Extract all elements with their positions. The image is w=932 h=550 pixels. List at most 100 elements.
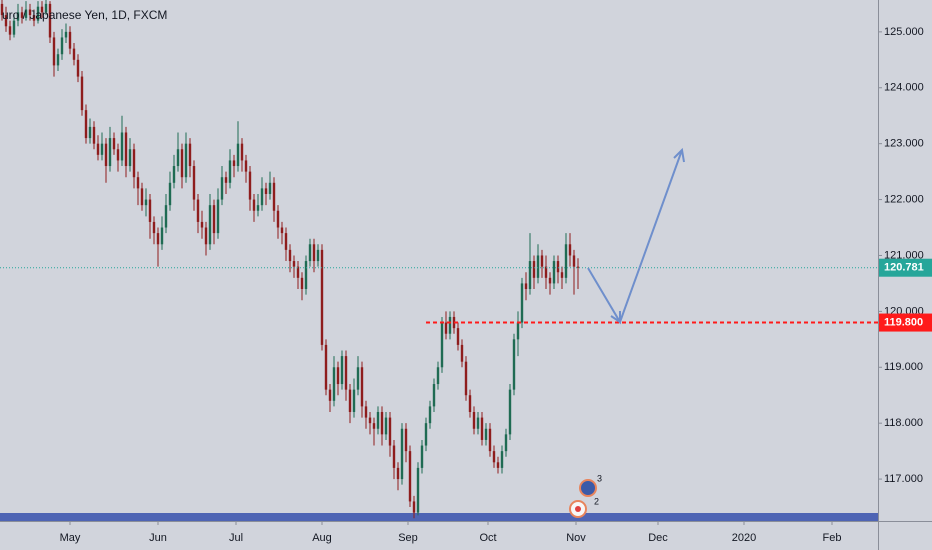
- candle-body: [324, 344, 328, 390]
- candle-body: [264, 188, 268, 194]
- candle-body: [396, 467, 400, 480]
- candle-body: [196, 199, 200, 222]
- y-tick-label: 125.000: [884, 26, 924, 38]
- candle-body: [64, 31, 68, 38]
- candle-body: [76, 59, 80, 77]
- candle-body: [252, 199, 256, 211]
- arrow-drawing: [587, 147, 685, 325]
- candle-body: [568, 244, 572, 256]
- candle-body: [24, 9, 28, 18]
- candle-body: [164, 205, 168, 228]
- x-tick-label: Nov: [566, 532, 586, 544]
- candle-body: [56, 54, 60, 66]
- candle-body: [304, 261, 308, 290]
- candle-body: [308, 244, 312, 262]
- candle-body: [192, 166, 196, 200]
- candle-body: [356, 367, 360, 390]
- candle-body: [240, 143, 244, 161]
- candle-body: [148, 199, 152, 222]
- candle-body: [344, 356, 348, 390]
- candle-body: [536, 255, 540, 278]
- candle-body: [268, 182, 272, 194]
- candle-body: [508, 389, 512, 435]
- candle-body: [216, 199, 220, 234]
- candle-body: [516, 322, 520, 340]
- candle-body: [520, 283, 524, 323]
- candle-body: [256, 205, 260, 211]
- candle-body: [388, 417, 392, 446]
- candle-body: [232, 160, 236, 167]
- candle-body: [8, 26, 12, 35]
- candle-body: [496, 462, 500, 468]
- candle-body: [368, 417, 372, 424]
- candle-body: [472, 411, 476, 429]
- candle-body: [460, 344, 464, 362]
- candle-body: [124, 132, 128, 167]
- candle-body: [188, 143, 192, 167]
- candle-body: [132, 149, 136, 178]
- candle-body: [464, 361, 468, 396]
- candle-body: [52, 37, 56, 66]
- x-tick-label: Dec: [648, 532, 668, 544]
- y-tick-label: 123.000: [884, 138, 924, 150]
- candle-body: [116, 149, 120, 161]
- candle-body: [136, 177, 140, 189]
- candle-body: [156, 233, 160, 245]
- candle-body: [484, 428, 488, 440]
- candle-body: [456, 328, 460, 345]
- candle-body: [296, 266, 300, 278]
- candle-body: [404, 428, 408, 452]
- candle-body: [272, 182, 276, 211]
- candle-body: [60, 37, 64, 55]
- candle-body: [552, 261, 556, 284]
- y-tick-label: 121.000: [884, 249, 924, 261]
- candle-body: [524, 283, 528, 290]
- candle-body: [548, 277, 552, 284]
- candle-body: [276, 210, 280, 228]
- candle-body: [40, 6, 44, 13]
- candle-body: [44, 3, 48, 13]
- candle-body: [112, 138, 116, 150]
- candle-body: [492, 451, 496, 463]
- candle-body: [348, 389, 352, 412]
- chart-title: uro / Japanese Yen, 1D, FXCM: [2, 8, 167, 22]
- candle-body: [212, 205, 216, 234]
- candle-body: [352, 389, 356, 412]
- candle-body: [336, 367, 340, 385]
- candle-body: [48, 3, 52, 38]
- arrow-head: [673, 147, 685, 163]
- candle-body: [332, 367, 336, 401]
- candle-body: [532, 261, 536, 278]
- y-tick-label: 122.000: [884, 193, 924, 205]
- candle-body: [512, 339, 516, 390]
- y-tick-label: 119.000: [884, 361, 923, 373]
- candle-body: [528, 261, 532, 290]
- candle-body: [172, 166, 176, 183]
- candle-body: [16, 12, 20, 21]
- candle-body: [160, 227, 164, 245]
- candle-body: [372, 423, 376, 429]
- x-tick-label: Sep: [398, 532, 418, 544]
- event-count: 2: [594, 496, 599, 506]
- candle-body: [168, 182, 172, 206]
- candle-body: [204, 227, 208, 245]
- candle-body: [84, 110, 88, 139]
- candle-body: [68, 31, 72, 49]
- candle-body: [104, 143, 108, 167]
- candle-body: [144, 199, 148, 206]
- candle-body: [328, 389, 332, 401]
- candle-body: [412, 501, 416, 513]
- candle-body: [572, 255, 576, 267]
- candle-body: [88, 126, 92, 139]
- candle-body: [540, 255, 544, 267]
- candle-body: [244, 160, 248, 172]
- x-tick-label: Feb: [823, 532, 842, 544]
- bottom-band: [0, 513, 878, 521]
- candle-body: [208, 205, 212, 245]
- candle-body: [384, 417, 388, 435]
- candle-body: [408, 451, 412, 502]
- event-icon[interactable]: [579, 479, 597, 497]
- candle-body: [228, 160, 232, 183]
